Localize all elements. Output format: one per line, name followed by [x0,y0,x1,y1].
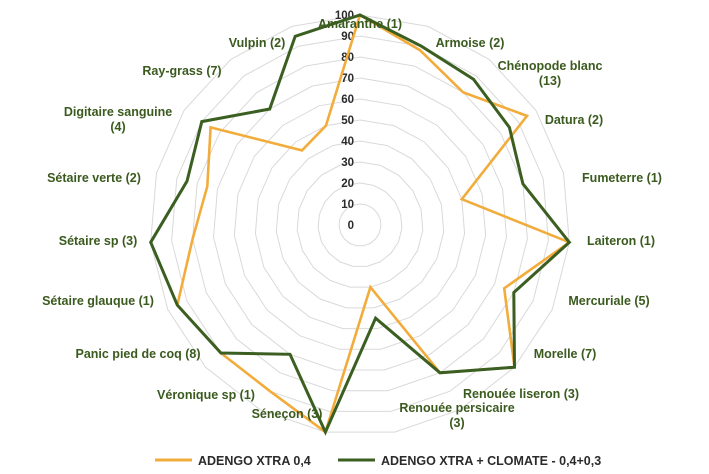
tick-label-40: 40 [341,136,354,148]
category-label-5: Laiteron (1) [587,234,655,248]
grid-ring-50 [254,119,466,330]
category-label-3: Datura (2) [545,113,603,127]
category-label-12: Panic pied de coq (8) [75,347,200,361]
legend: ADENGO XTRA 0,4 ADENGO XTRA + CLOMATE - … [155,454,601,468]
category-label-16: Digitaire sanguine (4) [64,105,172,134]
tick-label-20: 20 [341,178,354,190]
tick-label-70: 70 [341,73,354,85]
grid-ring-70 [212,77,508,371]
category-label-13: Sétaire glauque (1) [42,294,154,308]
category-labels: Amaranthe (1) Armoise (2) Chénopode blanc(… [42,17,662,430]
category-label-15: Sétaire verte (2) [47,171,141,185]
series-line-1 [175,13,573,435]
category-label-17: Ray-grass (7) [142,64,221,78]
legend-label-series-2: ADENGO XTRA + CLOMATE - 0,4+0,3 [381,454,601,468]
tick-label-10: 10 [341,199,354,211]
series-line-2 [149,13,572,436]
category-label-6: Mercuriale (5) [568,294,649,308]
grid-ring-20 [317,182,403,267]
category-label-11: Véronique sp (1) [157,388,255,402]
grid-ring-30 [296,161,424,288]
category-label-8: Renouée liseron (3) [463,387,579,401]
category-label-18: Vulpin (2) [229,36,285,50]
category-label-0: Amaranthe (1) [318,17,402,31]
category-label-14: Sétaire sp (3) [59,234,138,248]
grid-ring-80 [192,56,528,392]
legend-label-series-1: ADENGO XTRA 0,4 [198,454,311,468]
tick-label-60: 60 [341,94,354,106]
series-layer [149,13,573,436]
tick-label-50: 50 [341,115,354,127]
radar-grid [150,14,570,433]
grid-ring-40 [275,140,445,309]
category-label-7: Morelle (7) [534,347,597,361]
grid-ring-60 [233,98,487,350]
category-label-1: Armoise (2) [436,36,505,50]
grid-ring-10 [338,203,382,247]
category-label-10: Séneçon (3) [252,407,323,421]
category-label-9: Renouée persicaire (3) [399,401,514,430]
category-label-4: Fumeterre (1) [582,171,662,185]
grid-ring-90 [171,35,549,412]
grid-ring-100 [150,14,570,433]
tick-label-0: 0 [348,220,354,232]
category-label-2: Chénopode blanc (13) [498,59,603,88]
tick-label-30: 30 [341,157,354,169]
tick-label-90: 90 [341,31,354,43]
